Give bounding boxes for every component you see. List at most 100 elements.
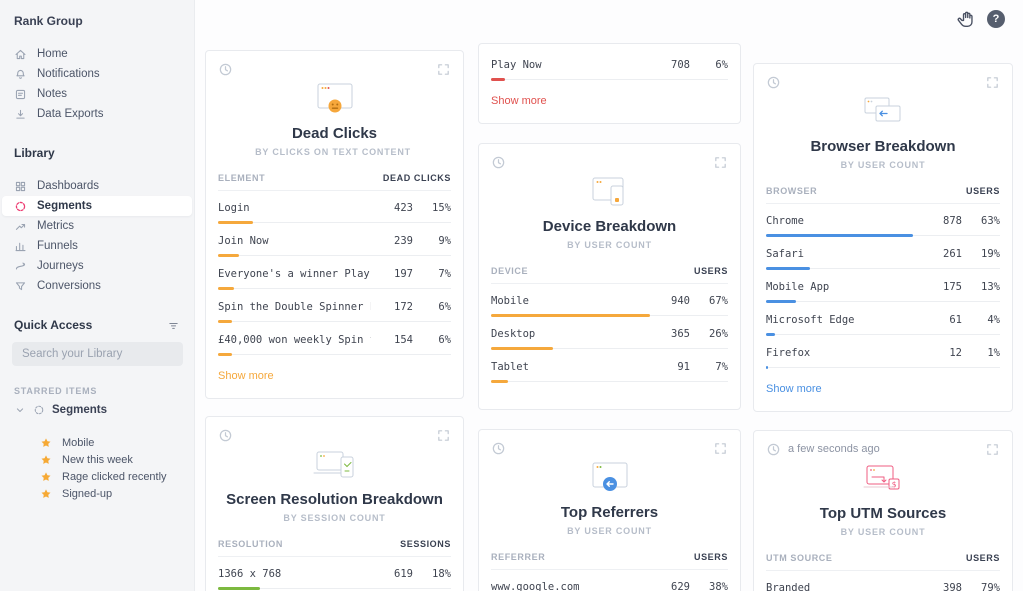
sidebar-item-new-this-week[interactable]: New this week xyxy=(0,451,194,468)
row-percent: 79% xyxy=(981,582,1000,591)
sidebar-item-metrics[interactable]: Metrics xyxy=(0,216,194,236)
device-breakdown-card: Device Breakdown BY USER COUNT DEVICE US… xyxy=(478,143,741,410)
table-row[interactable]: Spin the Double Spinner For bigger p… 172… xyxy=(218,290,451,323)
star-icon xyxy=(40,454,52,466)
bar-track xyxy=(766,333,1000,336)
table-row[interactable]: Chrome 878 63% xyxy=(766,204,1000,237)
expand-icon[interactable] xyxy=(436,62,451,77)
row-value: 154 xyxy=(394,334,413,346)
table-row[interactable]: www.google.com 629 38% xyxy=(491,570,728,591)
table-row[interactable]: Firefox 12 1% xyxy=(766,336,1000,369)
bar-fill xyxy=(218,287,235,290)
sidebar-item-label: Notifications xyxy=(37,68,100,80)
table-row[interactable]: Tablet 91 7% xyxy=(491,350,728,383)
show-more-link[interactable]: Show more xyxy=(218,370,274,382)
row-percent: 6% xyxy=(438,334,451,346)
row-label: Mobile App xyxy=(766,281,830,293)
sidebar-item-segments[interactable]: Segments xyxy=(2,196,192,216)
sidebar-item-label: Signed-up xyxy=(62,487,113,500)
bar-track xyxy=(766,366,1000,369)
show-more-link[interactable]: Show more xyxy=(491,95,547,107)
table-row[interactable]: Play Now 708 6% xyxy=(491,48,728,81)
table-row[interactable]: £40,000 won weekly Spin for your sha… 154… xyxy=(218,323,451,356)
bar-fill xyxy=(491,78,506,81)
bar-fill xyxy=(491,380,508,383)
note-icon xyxy=(14,88,27,101)
sidebar-item-home[interactable]: Home xyxy=(0,44,194,64)
expand-icon[interactable] xyxy=(713,441,728,456)
sidebar-item-conversions[interactable]: Conversions xyxy=(0,276,194,296)
journey-icon xyxy=(14,260,27,273)
bar-fill xyxy=(766,234,914,237)
starred-group-segments[interactable]: Segments xyxy=(0,396,194,418)
expand-icon[interactable] xyxy=(713,155,728,170)
expand-icon[interactable] xyxy=(985,442,1000,457)
sidebar-item-mobile[interactable]: Mobile xyxy=(0,434,194,451)
expand-icon[interactable] xyxy=(436,428,451,443)
table-row[interactable]: Branded 398 79% xyxy=(766,571,1000,591)
table-body: Play Now 708 6% xyxy=(491,48,728,81)
row-percent: 6% xyxy=(715,59,728,71)
sidebar: Rank Group Home Notifications Notes Data Ex… xyxy=(0,0,195,591)
filter-icon[interactable] xyxy=(167,319,180,332)
table-header: BROWSER USERS xyxy=(766,186,1000,204)
table-row[interactable]: Desktop 365 26% xyxy=(491,317,728,350)
row-value: 172 xyxy=(394,301,413,313)
table-row[interactable]: 1366 x 768 619 18% xyxy=(218,557,451,590)
sidebar-item-notifications[interactable]: Notifications xyxy=(0,64,194,84)
card-subtitle: BY USER COUNT xyxy=(567,240,652,250)
hand-wave-icon[interactable] xyxy=(955,8,977,30)
table-body: Chrome 878 63% Safari 261 19% Mobile App 175 13%… xyxy=(766,204,1000,369)
row-value: 12 xyxy=(949,347,962,359)
sidebar-item-rage-clicked-recently[interactable]: Rage clicked recently xyxy=(0,468,194,485)
table-header: RESOLUTION SESSIONS xyxy=(218,539,451,557)
screen-resolution-card: Screen Resolution Breakdown BY SESSION C… xyxy=(205,416,464,591)
expand-icon[interactable] xyxy=(985,75,1000,90)
last-updated-label: a few seconds ago xyxy=(788,443,880,455)
clock-icon xyxy=(766,75,781,90)
card-title: Top Referrers xyxy=(560,504,659,521)
row-label: Spin the Double Spinner For bigger p… xyxy=(218,301,371,313)
top-utm-sources-card: a few seconds ago $ Top UTM Sources BY U… xyxy=(753,430,1013,591)
table-row[interactable]: Microsoft Edge 61 4% xyxy=(766,303,1000,336)
table-row[interactable]: Login 423 15% xyxy=(218,191,451,224)
table-row[interactable]: Safari 261 19% xyxy=(766,237,1000,270)
workspace-switcher[interactable]: Rank Group xyxy=(0,0,194,28)
row-percent: 19% xyxy=(981,248,1000,260)
cards-column-2: Play Now 708 6% Show more Device Breakdown… xyxy=(478,43,741,591)
table-row[interactable]: Mobile 940 67% xyxy=(491,284,728,317)
table-row[interactable]: Mobile App 175 13% xyxy=(766,270,1000,303)
bar-track xyxy=(218,353,451,356)
card-title: Dead Clicks xyxy=(291,125,378,142)
sidebar-item-dashboards[interactable]: Dashboards xyxy=(0,176,194,196)
bar-fill xyxy=(218,320,232,323)
row-value: 61 xyxy=(949,314,962,326)
starred-list: Mobile New this week Rage clicked recently… xyxy=(0,434,194,502)
bar-track xyxy=(218,287,451,290)
column-header-browser: BROWSER xyxy=(766,186,818,196)
card-subtitle[interactable]: BY CLICKS ON TEXT CONTENT xyxy=(218,147,451,157)
column-header-users: USERS xyxy=(965,186,1000,196)
bar-fill xyxy=(218,254,239,257)
bar-track xyxy=(491,314,728,317)
clock-icon xyxy=(491,441,506,456)
top-utm-sources-illustration: $ xyxy=(766,461,1000,497)
sidebar-item-journeys[interactable]: Journeys xyxy=(0,256,194,276)
sidebar-item-funnels[interactable]: Funnels xyxy=(0,236,194,256)
screen-resolution-illustration xyxy=(218,447,451,483)
bar-fill xyxy=(218,221,253,224)
top-referrers-card: Top Referrers BY USER COUNT REFERRER USE… xyxy=(478,429,741,591)
row-label: Chrome xyxy=(766,215,804,227)
table-row[interactable]: Join Now 239 9% xyxy=(218,224,451,257)
show-more-link[interactable]: Show more xyxy=(766,383,822,395)
sidebar-item-signed-up[interactable]: Signed-up xyxy=(0,485,194,502)
cards-column-1: Dead Clicks BY CLICKS ON TEXT CONTENT EL… xyxy=(205,50,464,591)
table-row[interactable]: Everyone's a winner Play for FREE ev… 197… xyxy=(218,257,451,290)
row-percent: 26% xyxy=(709,328,728,340)
sidebar-item-label: Data Exports xyxy=(37,108,104,120)
row-percent: 13% xyxy=(981,281,1000,293)
search-input[interactable] xyxy=(12,342,183,366)
help-icon[interactable]: ? xyxy=(987,10,1005,28)
sidebar-item-data-exports[interactable]: Data Exports xyxy=(0,104,194,124)
sidebar-item-notes[interactable]: Notes xyxy=(0,84,194,104)
